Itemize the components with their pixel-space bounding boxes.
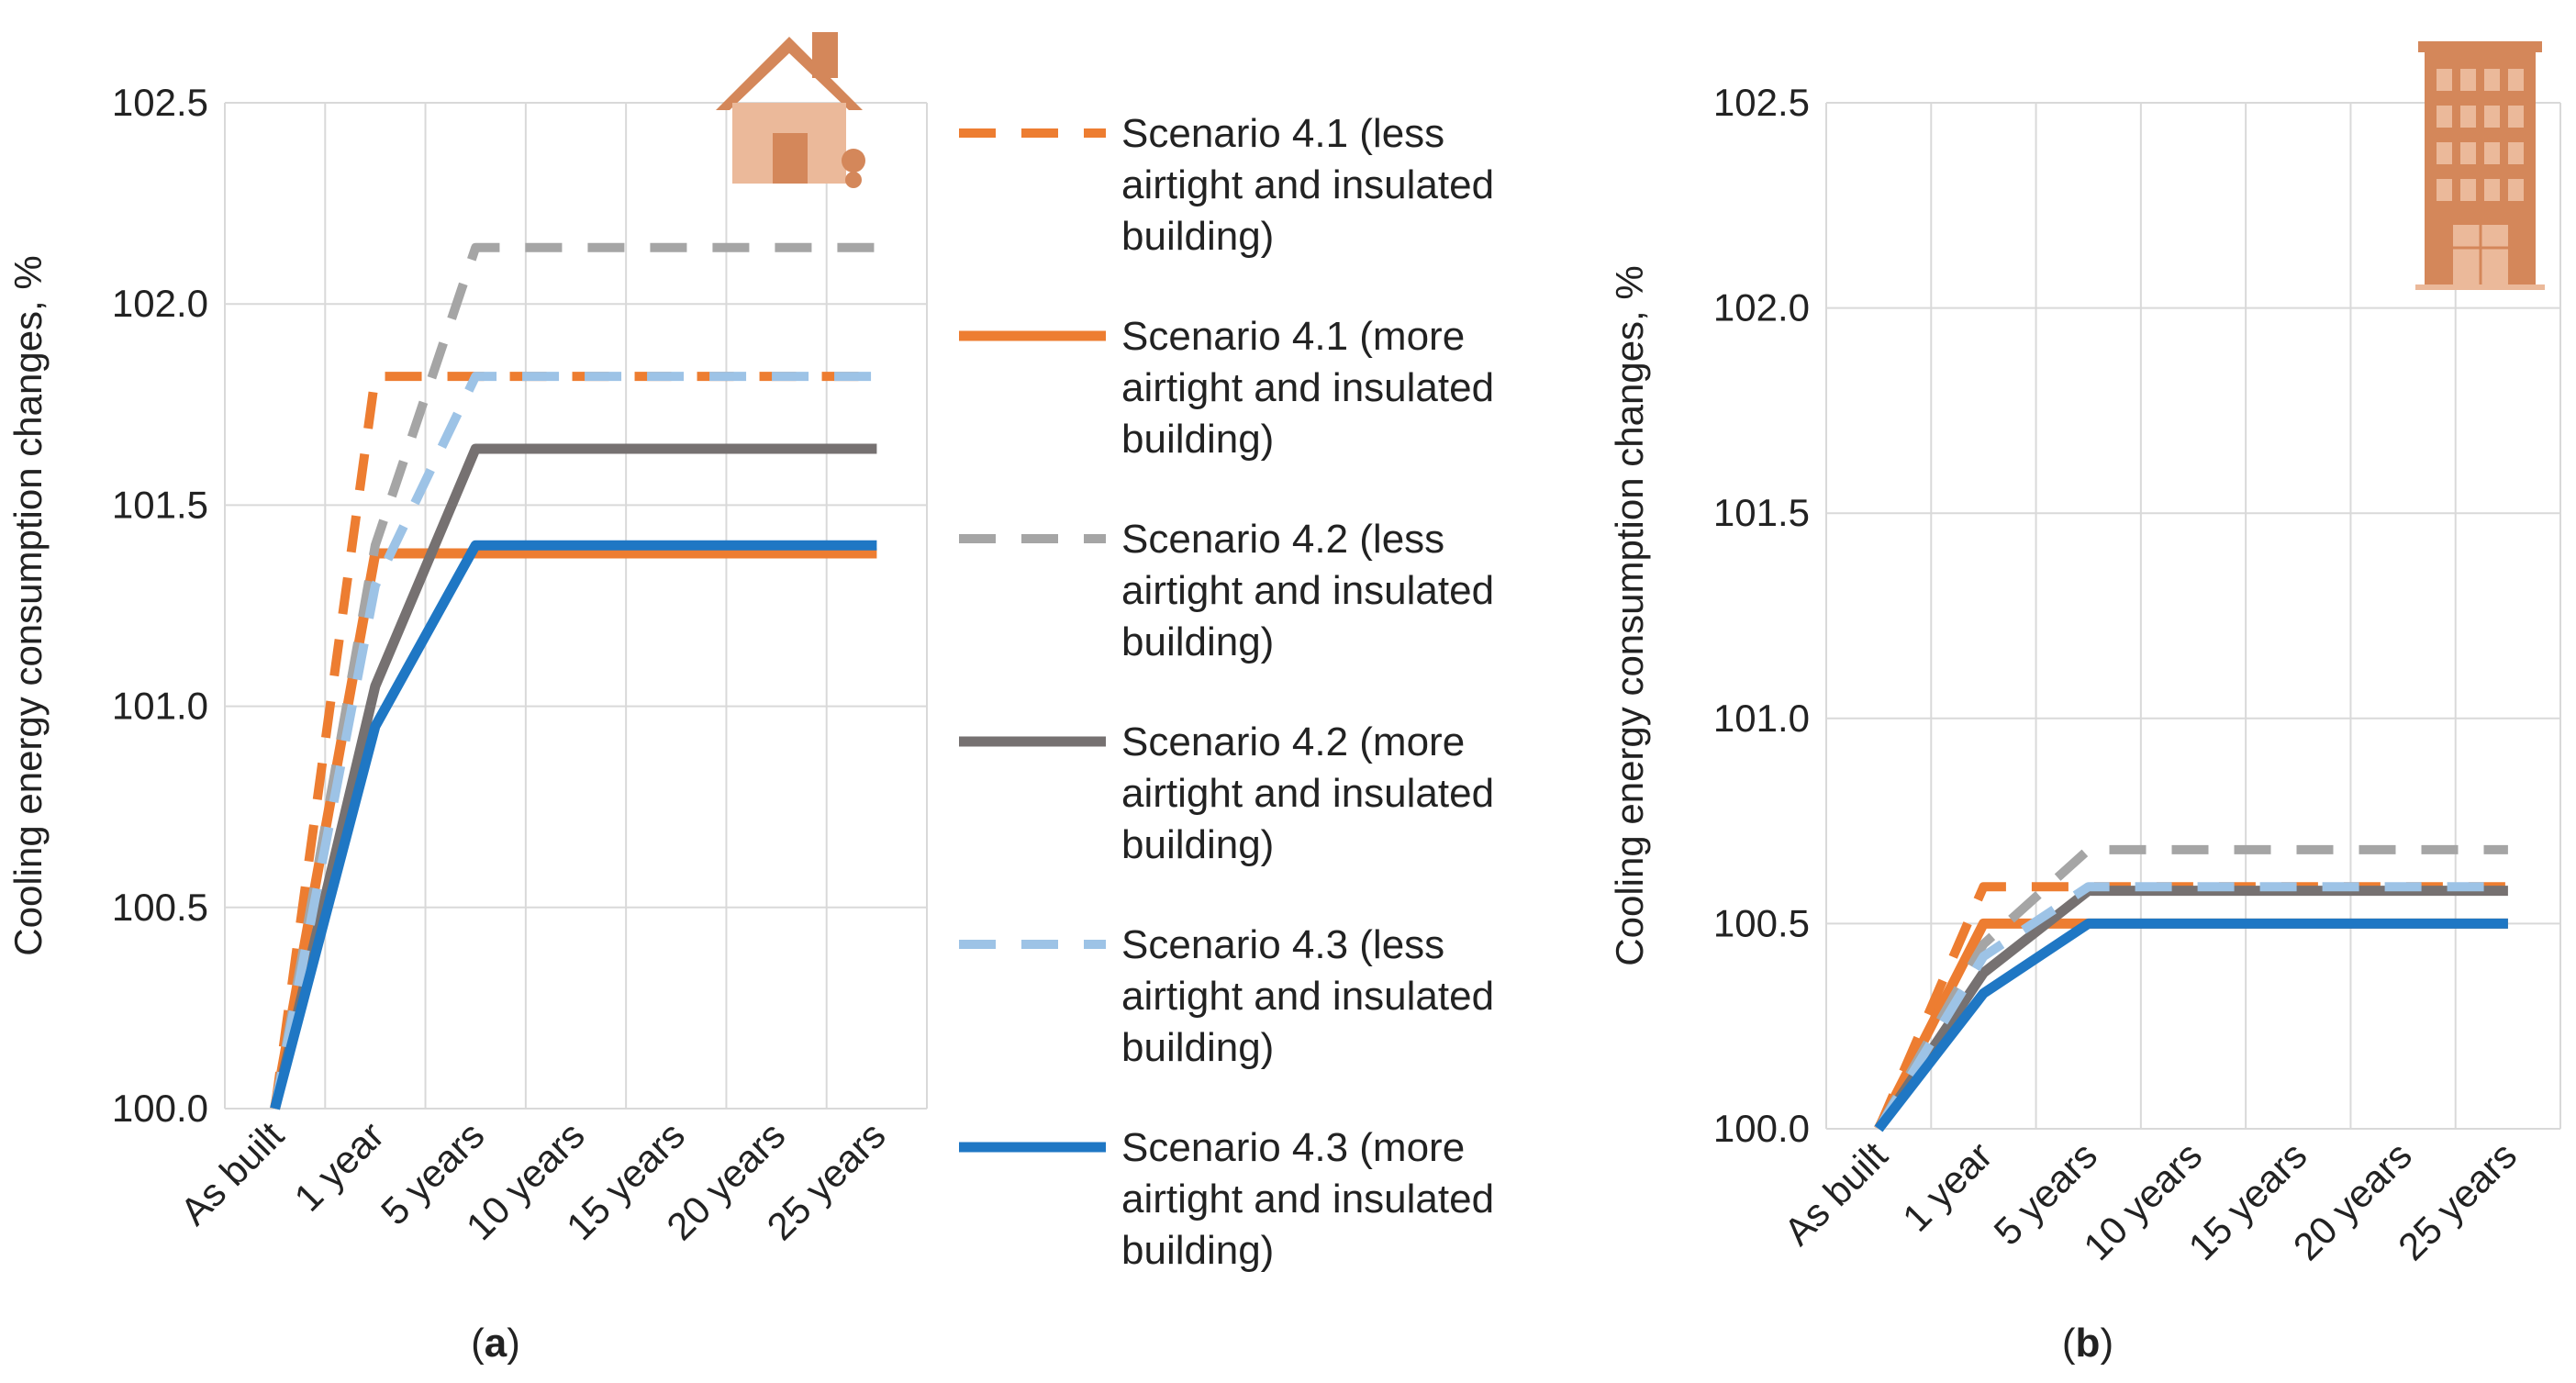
legend-label: building): [1121, 417, 1274, 462]
legend-label: Scenario 4.1 (less: [1121, 111, 1444, 156]
legend-label: airtight and insulated: [1121, 1177, 1494, 1221]
series-line-2: [270, 548, 877, 1110]
y-tick-label: 100.5: [1713, 901, 1810, 944]
caption-b: (b): [2062, 1321, 2113, 1366]
legend-label: airtight and insulated: [1121, 568, 1494, 613]
y-tick-label: 102.0: [1713, 286, 1810, 329]
series-line-3: [1874, 844, 2508, 1132]
legend-label: Scenario 4.3 (more: [1121, 1125, 1465, 1170]
legend-label: Scenario 4.1 (more: [1121, 314, 1465, 359]
legend: Scenario 4.1 (less airtight and insulated…: [959, 111, 1494, 1273]
chart-panel-b: 100.0 100.5 101.0 101.5 102.0 102.5 As built1 …: [1608, 81, 2561, 1268]
y-tick-label: 102.5: [112, 81, 208, 124]
legend-label: Scenario 4.3 (less: [1121, 922, 1444, 967]
x-tick-label: 1 year: [1894, 1133, 2001, 1240]
series-line-5: [270, 372, 877, 1110]
series-line-4: [270, 443, 877, 1110]
legend-label: building): [1121, 1025, 1274, 1070]
legend-label: airtight and insulated: [1121, 162, 1494, 207]
y-tick-label: 101.5: [112, 483, 208, 526]
legend-label: Scenario 4.2 (more: [1121, 719, 1465, 764]
series-line-5: [1874, 882, 2508, 1132]
series-line-6: [1874, 918, 2508, 1132]
legend-label: building): [1121, 214, 1274, 259]
house-icon: [716, 32, 865, 188]
y-axis-title: Cooling energy consumption changes, %: [6, 255, 50, 955]
caption-a-label: a: [485, 1321, 507, 1366]
series-line-1: [1874, 882, 2508, 1131]
legend-label: building): [1121, 1228, 1274, 1273]
y-tick-label: 101.0: [112, 685, 208, 728]
y-tick-label: 100.5: [112, 886, 208, 929]
x-tick-label: 25 years: [2390, 1133, 2525, 1268]
y-tick-label: 102.0: [112, 282, 208, 325]
legend-label: Scenario 4.2 (less: [1121, 517, 1444, 562]
y-axis-title: Cooling energy consumption changes, %: [1608, 265, 1651, 965]
legend-label: building): [1121, 619, 1274, 664]
legend-label: building): [1121, 822, 1274, 867]
legend-label: airtight and insulated: [1121, 771, 1494, 816]
series-line-6: [270, 540, 877, 1110]
x-tick-label: As built: [1776, 1133, 1896, 1254]
y-tick-label: 100.0: [112, 1087, 208, 1130]
y-tick-label: 102.5: [1713, 81, 1810, 124]
caption-b-label: b: [2076, 1321, 2101, 1366]
legend-label: airtight and insulated: [1121, 974, 1494, 1019]
legend-label: airtight and insulated: [1121, 365, 1494, 410]
y-tick-label: 101.0: [1713, 697, 1810, 740]
apartment-building-icon: [2415, 41, 2545, 290]
series-line-3: [270, 242, 877, 1110]
x-tick-label: As built: [172, 1113, 292, 1233]
y-tick-label: 101.5: [1713, 491, 1810, 534]
y-tick-label: 100.0: [1713, 1107, 1810, 1150]
caption-a: (a): [471, 1321, 520, 1366]
